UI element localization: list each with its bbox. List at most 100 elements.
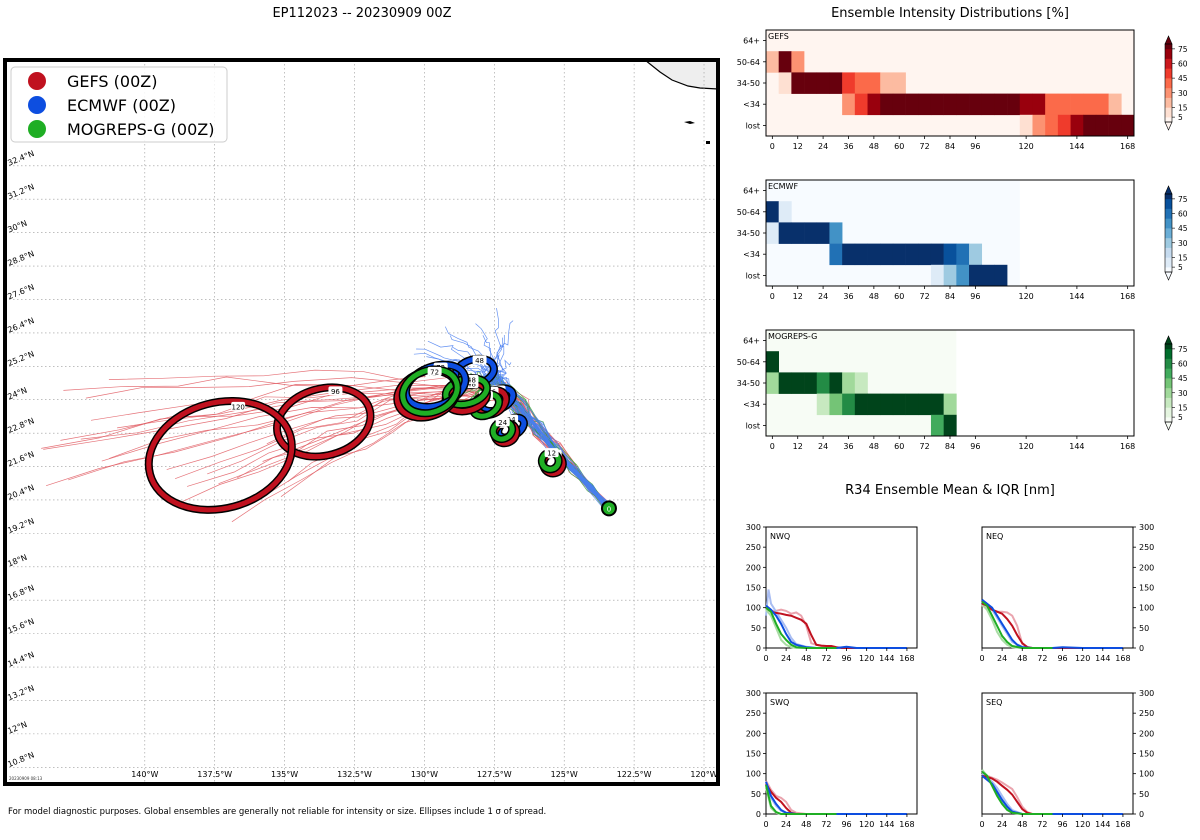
hour-label-bg	[231, 401, 246, 411]
colorbar-segment	[1165, 407, 1172, 413]
legend-label-mogreps: MOGREPS-G (00Z)	[67, 120, 214, 139]
heatmap-cell	[892, 243, 906, 266]
lat-tick-label: 28.8°N	[6, 249, 35, 268]
heatmap-x-tick-label: 24	[818, 442, 828, 451]
colorbar-tick-label: 45	[1178, 374, 1188, 383]
colorbar-segment	[1165, 92, 1172, 98]
colorbar-extend-bottom	[1164, 271, 1173, 281]
r34-x-tick-label: 96	[841, 820, 851, 829]
r34-x-tick-label: 168	[899, 820, 914, 829]
legend-marker-mogreps	[28, 120, 46, 138]
colorbar-extend-top	[1164, 185, 1173, 195]
hour-label-bg	[544, 448, 559, 458]
heatmap-cell	[943, 393, 957, 416]
lat-tick-label: 18°N	[6, 553, 28, 569]
colorbar-segment	[1165, 78, 1172, 84]
heatmap-cell	[1095, 93, 1109, 116]
heatmap-cell	[842, 372, 856, 394]
lon-tick-label: 132.5°W	[337, 770, 372, 779]
heatmap-model-label: GEFS	[768, 32, 789, 41]
heatmap-row-label: 50-64	[737, 58, 760, 67]
ellipse-mogreps-g-24: 24	[489, 417, 517, 444]
heatmap-cell	[892, 393, 906, 416]
colorbar-tick-label: 15	[1178, 253, 1188, 262]
r34-x-tick-label: 96	[1057, 820, 1067, 829]
colorbar-segment	[1165, 412, 1172, 418]
intensity-title: Ensemble Intensity Distributions [%]	[831, 6, 1069, 21]
heatmap-cell	[956, 93, 970, 116]
colorbar-segment	[1165, 107, 1172, 113]
colorbar-segment	[1165, 117, 1172, 123]
map-title: EP112023 -- 20230909 00Z	[272, 6, 451, 21]
heatmap-cell	[880, 393, 894, 416]
heatmap-cell	[892, 72, 906, 94]
colorbar-segment	[1165, 267, 1172, 273]
heatmap-x-tick-label: 48	[869, 142, 879, 151]
heatmap-x-tick-label: 96	[970, 142, 980, 151]
r34-y-tick-label: 300	[746, 689, 761, 698]
heatmap-cell	[778, 51, 792, 73]
colorbar-segment	[1165, 373, 1172, 379]
heatmap-cell	[905, 93, 919, 116]
lat-tick-label: 30°N	[6, 219, 28, 235]
heatmap-x-tick-label: 60	[894, 142, 904, 151]
lon-tick-label: 120°W	[690, 770, 717, 779]
heatmap-cell	[816, 372, 830, 394]
lat-tick-label: 24°N	[6, 386, 28, 402]
r34-panel-nwq: 0 24 48 72 96 120 144 168 0 50 100 150 200 250 300 NWQ	[746, 523, 918, 663]
heatmap-cell	[1032, 93, 1046, 116]
r34-panel-swq: 0 24 48 72 96 120 144 168 0 50 100 150 200 250 300 SWQ	[746, 689, 918, 829]
colorbar-segment	[1165, 237, 1172, 244]
heatmap-x-tick-label: 12	[793, 142, 803, 151]
r34-y-tick-label: 0	[1139, 810, 1144, 819]
heatmap-cell	[1070, 114, 1084, 137]
heatmap-cell	[804, 222, 818, 244]
r34-y-tick-label: 0	[756, 644, 761, 653]
tracks-gefs	[41, 369, 613, 523]
heatmap-cell	[1032, 114, 1046, 137]
colorbar-segment	[1165, 97, 1172, 103]
hour-label-bg	[472, 355, 487, 365]
heatmap-model-label: MOGREPS-G	[768, 332, 817, 341]
colorbar-segment	[1165, 383, 1172, 389]
heatmap-cell	[829, 372, 843, 394]
heatmap-x-tick-label: 120	[1018, 442, 1033, 451]
r34-frame	[981, 526, 1134, 649]
colorbar-segment	[1165, 252, 1172, 258]
r34-y-tick-label: 150	[1139, 750, 1154, 759]
heatmap-x-tick-label: 24	[818, 142, 828, 151]
r34-x-tick-label: 72	[1037, 820, 1047, 829]
colorbar-tick-label: 30	[1178, 389, 1188, 398]
heatmap-cell	[766, 201, 779, 223]
r34-y-tick-label: 200	[746, 729, 761, 738]
heatmap-x-tick-label: 84	[945, 292, 955, 301]
hour-label-bg	[328, 386, 343, 396]
colorbar-segment	[1165, 344, 1172, 350]
r34-x-tick-label: 120	[1075, 820, 1090, 829]
heatmap-cell	[842, 243, 856, 266]
r34-y-tick-label: 150	[1139, 584, 1154, 593]
heatmap-mogreps: 64+ 50-64 34-50 <34 lost 0 12 24 36 48 60 72 84 96 120…	[737, 329, 1188, 451]
colorbar-tick-label: 30	[1178, 239, 1188, 248]
colorbar-segment	[1165, 242, 1172, 248]
heatmap-cell	[1045, 114, 1059, 137]
r34-x-tick-label: 24	[781, 820, 791, 829]
ellipse-mogreps-g-12: 12	[537, 448, 563, 474]
heatmap-x-tick-label: 96	[970, 292, 980, 301]
r34-panel-seq: 0 24 48 72 96 120 144 168 0 50 100 150 200 250 300 SEQ	[979, 689, 1154, 829]
heatmap-ecmwf: 64+ 50-64 34-50 <34 lost 0 12 24 36 48 60 72 84 96 120…	[737, 179, 1188, 301]
heatmap-cell	[791, 222, 805, 244]
r34-x-tick-label: 120	[1075, 654, 1090, 663]
r34-y-tick-label: 50	[751, 624, 761, 633]
heatmap-x-tick-label: 60	[894, 292, 904, 301]
heatmap-cell	[867, 93, 881, 116]
heatmap-gefs: 64+ 50-64 34-50 <34 lost 0 12 24 36 48 60 72 84 96 120…	[737, 29, 1188, 151]
r34-y-tick-label: 50	[1139, 624, 1149, 633]
island	[706, 141, 710, 144]
heatmap-cell	[905, 393, 919, 416]
r34-x-tick-label: 120	[859, 654, 874, 663]
r34-x-tick-label: 96	[1057, 654, 1067, 663]
heatmap-cell	[778, 201, 792, 223]
heatmap-cell	[829, 243, 843, 266]
heatmap-cell	[1045, 93, 1059, 116]
